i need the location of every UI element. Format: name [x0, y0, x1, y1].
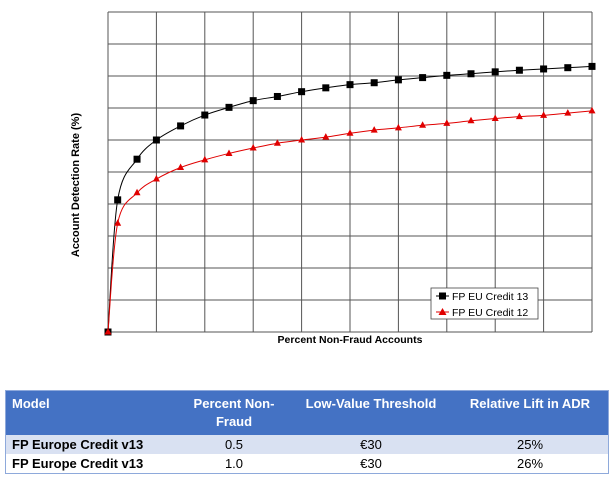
- legend-entry: FP EU Credit 13: [452, 291, 528, 303]
- data-point-triangle: [419, 121, 427, 128]
- table-header-row: Model Percent Non-Fraud Low-Value Thresh…: [5, 390, 609, 435]
- data-point-triangle: [152, 175, 160, 182]
- data-point-triangle: [201, 155, 209, 163]
- data-point-square: [133, 155, 141, 163]
- data-point-triangle: [515, 112, 523, 120]
- series-line-1: [107, 110, 593, 333]
- model-comparison-table: Model Percent Non-Fraud Low-Value Thresh…: [5, 390, 609, 474]
- data-point-triangle: [249, 144, 257, 151]
- data-point-triangle: [273, 139, 281, 146]
- series-markers: [104, 62, 596, 336]
- data-point-square: [114, 196, 122, 204]
- data-point-square: [225, 103, 233, 111]
- data-point-triangle: [104, 328, 112, 335]
- header-percent-non-fraud: Percent Non-Fraud: [178, 390, 290, 435]
- data-point-square: [515, 66, 523, 74]
- data-point-square: [273, 92, 281, 100]
- cell-percent: 0.5: [178, 435, 290, 454]
- data-point-triangle: [564, 109, 572, 116]
- data-point-triangle: [394, 123, 402, 131]
- cell-model: FP Europe Credit v13: [5, 454, 178, 474]
- data-point-square: [467, 70, 475, 78]
- cell-lift: 26%: [452, 454, 609, 474]
- cell-threshold: €30: [290, 435, 452, 454]
- cell-model: FP Europe Credit v13: [5, 435, 178, 454]
- data-point-triangle: [588, 106, 596, 114]
- data-point-triangle: [346, 129, 354, 136]
- data-point-square: [443, 71, 451, 79]
- data-point-triangle: [177, 163, 185, 171]
- data-point-triangle: [322, 133, 330, 140]
- header-low-value-threshold: Low-Value Threshold: [290, 390, 452, 435]
- data-point-square: [298, 88, 306, 96]
- legend: FP EU Credit 13 FP EU Credit 12: [430, 287, 539, 320]
- legend-marker-triangle: [438, 308, 447, 315]
- data-point-triangle: [443, 119, 451, 126]
- header-model: Model: [5, 390, 178, 435]
- data-point-triangle: [540, 111, 548, 118]
- data-point-square: [540, 65, 548, 73]
- data-point-square: [419, 74, 427, 82]
- data-point-triangle: [133, 188, 141, 196]
- cell-threshold: €30: [290, 454, 452, 474]
- data-point-square: [588, 62, 596, 70]
- data-point-square: [394, 76, 402, 84]
- data-point-square: [201, 111, 209, 119]
- data-point-square: [152, 136, 160, 144]
- y-axis-label: Account Detection Rate (%): [70, 113, 82, 258]
- table-row: FP Europe Credit v13 1.0 €30 26%: [5, 454, 609, 474]
- x-axis-label: Percent Non-Fraud Accounts: [278, 334, 423, 346]
- data-point-square: [346, 81, 354, 89]
- data-point-square: [249, 97, 257, 105]
- cell-percent: 1.0: [178, 454, 290, 474]
- data-point-square: [370, 79, 378, 87]
- grid: [107, 11, 593, 333]
- data-point-square: [177, 122, 185, 130]
- data-point-triangle: [114, 219, 122, 226]
- header-relative-lift: Relative Lift in ADR: [452, 390, 609, 435]
- data-point-square: [491, 68, 499, 76]
- data-point-triangle: [225, 149, 233, 156]
- legend-marker-square: [439, 292, 446, 300]
- detection-rate-chart: Account Detection Rate (%) Percent Non-F…: [70, 11, 596, 346]
- cell-lift: 25%: [452, 435, 609, 454]
- data-point-square: [564, 64, 572, 72]
- data-point-triangle: [370, 126, 378, 133]
- data-point-triangle: [298, 136, 306, 143]
- data-point-triangle: [491, 114, 499, 122]
- data-point-square: [322, 84, 330, 92]
- legend-entry: FP EU Credit 12: [452, 307, 528, 319]
- table-row: FP Europe Credit v13 0.5 €30 25%: [5, 435, 609, 454]
- data-point-triangle: [467, 116, 475, 124]
